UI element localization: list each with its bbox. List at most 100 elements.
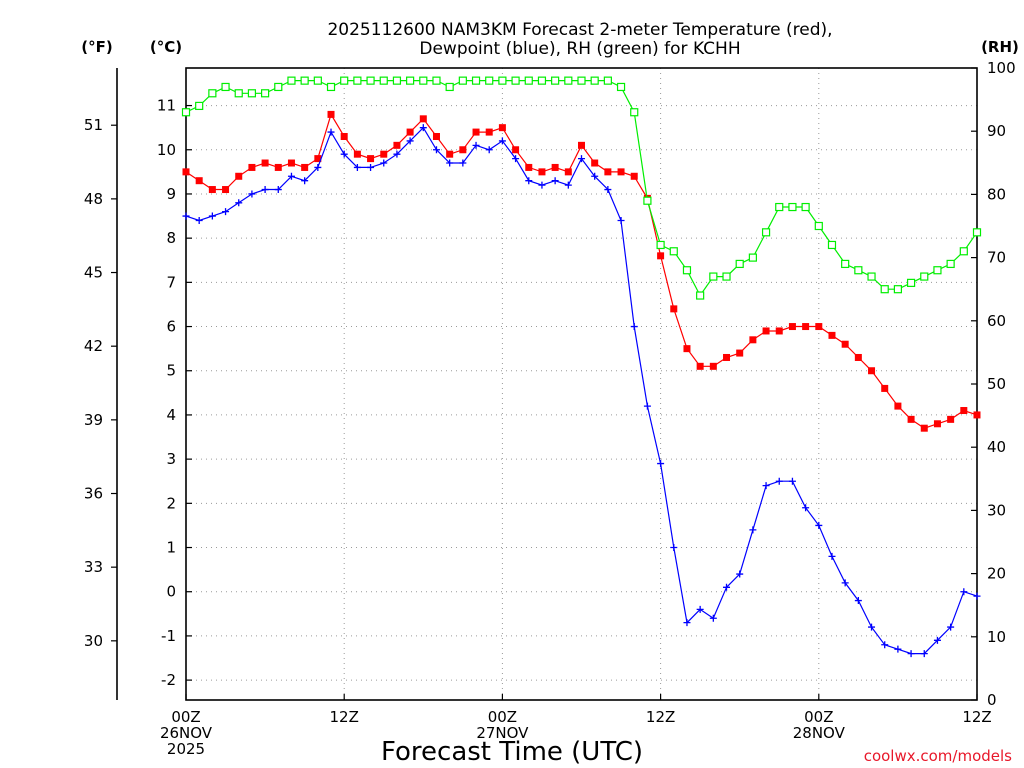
celsius-tick-label: 11 — [157, 97, 176, 115]
fahrenheit-tick-label: 36 — [84, 485, 103, 503]
credit-text: coolwx.com/models — [864, 747, 1012, 765]
data-point — [406, 137, 414, 145]
data-point — [683, 619, 691, 627]
data-point — [617, 216, 625, 224]
rh-tick-label: 0 — [987, 691, 997, 709]
data-point — [300, 76, 309, 85]
data-point — [471, 76, 481, 85]
data-point — [445, 82, 454, 92]
fahrenheit-tick-label: 33 — [84, 558, 103, 576]
data-point — [234, 89, 243, 98]
data-point — [366, 76, 375, 85]
data-point — [313, 76, 322, 85]
data-point — [261, 89, 270, 98]
celsius-tick-label: 8 — [166, 229, 176, 247]
data-point — [578, 141, 585, 149]
data-point — [327, 128, 335, 136]
data-point — [498, 124, 506, 132]
data-point — [841, 579, 849, 587]
data-point — [406, 128, 414, 136]
data-point — [340, 76, 349, 85]
rh-tick-label: 80 — [987, 185, 1006, 203]
data-point — [748, 253, 757, 262]
data-point — [827, 240, 837, 250]
celsius-tick-label: 4 — [166, 406, 176, 424]
fahrenheit-tick-label: 45 — [84, 264, 103, 282]
data-point — [973, 411, 981, 419]
data-point — [406, 76, 415, 85]
plot-frame — [185, 67, 978, 701]
data-point — [762, 482, 770, 490]
data-point — [222, 186, 230, 194]
data-point — [894, 645, 902, 653]
data-point — [907, 415, 915, 423]
data-point — [287, 172, 295, 180]
data-point — [551, 76, 560, 85]
data-point — [182, 168, 190, 176]
data-point — [419, 76, 428, 85]
data-point — [906, 278, 916, 287]
data-point — [208, 89, 217, 98]
data-point — [973, 592, 981, 600]
data-point — [353, 76, 362, 85]
celsius-unit-label: (°C) — [150, 38, 182, 56]
time-tick-label: 12Z — [646, 708, 675, 726]
data-point — [947, 623, 955, 631]
data-point — [972, 228, 982, 237]
data-point — [670, 305, 678, 313]
data-point — [195, 101, 204, 111]
data-point — [432, 133, 440, 141]
celsius-tick-label: 1 — [166, 539, 176, 557]
data-point — [274, 163, 282, 171]
data-point — [248, 163, 256, 171]
data-point — [604, 168, 612, 176]
fahrenheit-tick-label: 48 — [84, 190, 103, 208]
rh-tick-label: 60 — [987, 312, 1006, 330]
celsius-tick-label: 5 — [166, 362, 176, 380]
fahrenheit-tick-label: 30 — [84, 632, 103, 650]
data-point — [287, 159, 295, 167]
data-point — [393, 150, 401, 158]
celsius-tick-label: 9 — [166, 185, 176, 203]
data-point — [458, 76, 467, 85]
axes: -2-1012345678910113033363942454851010203… — [84, 59, 1016, 758]
data-point — [551, 177, 559, 185]
data-point — [577, 76, 586, 85]
data-point — [419, 124, 427, 132]
data-point — [247, 89, 257, 98]
data-point — [881, 641, 889, 649]
time-tick-label: 2025 — [167, 740, 205, 758]
data-point — [788, 477, 796, 485]
fahrenheit-tick-label: 42 — [84, 337, 103, 355]
data-point — [564, 76, 573, 85]
fahrenheit-tick-label: 39 — [84, 411, 103, 429]
rh-unit-label: (RH) — [981, 38, 1019, 56]
data-point — [326, 82, 336, 92]
data-point — [380, 159, 388, 167]
data-point — [815, 521, 823, 529]
time-tick-label: 00Z — [171, 708, 200, 726]
data-point — [578, 155, 585, 163]
time-tick-label: 26NOV — [160, 724, 213, 742]
series-rh — [181, 76, 982, 300]
celsius-tick-label: 7 — [166, 273, 176, 291]
data-point — [564, 181, 572, 189]
data-point — [630, 172, 638, 180]
data-point — [643, 402, 651, 410]
data-point — [657, 252, 665, 260]
data-point — [841, 340, 849, 348]
rh-tick-label: 70 — [987, 249, 1006, 267]
rh-tick-label: 90 — [987, 122, 1006, 140]
data-point — [459, 146, 467, 154]
data-point — [867, 272, 876, 281]
data-point — [195, 216, 203, 224]
data-point — [920, 650, 928, 658]
data-point — [327, 110, 335, 118]
data-point — [920, 272, 929, 281]
data-point — [880, 285, 889, 294]
data-point — [208, 212, 216, 220]
data-point — [525, 177, 533, 185]
data-point — [551, 163, 559, 171]
data-point — [564, 168, 572, 176]
time-tick-label: 00Z — [488, 708, 517, 726]
